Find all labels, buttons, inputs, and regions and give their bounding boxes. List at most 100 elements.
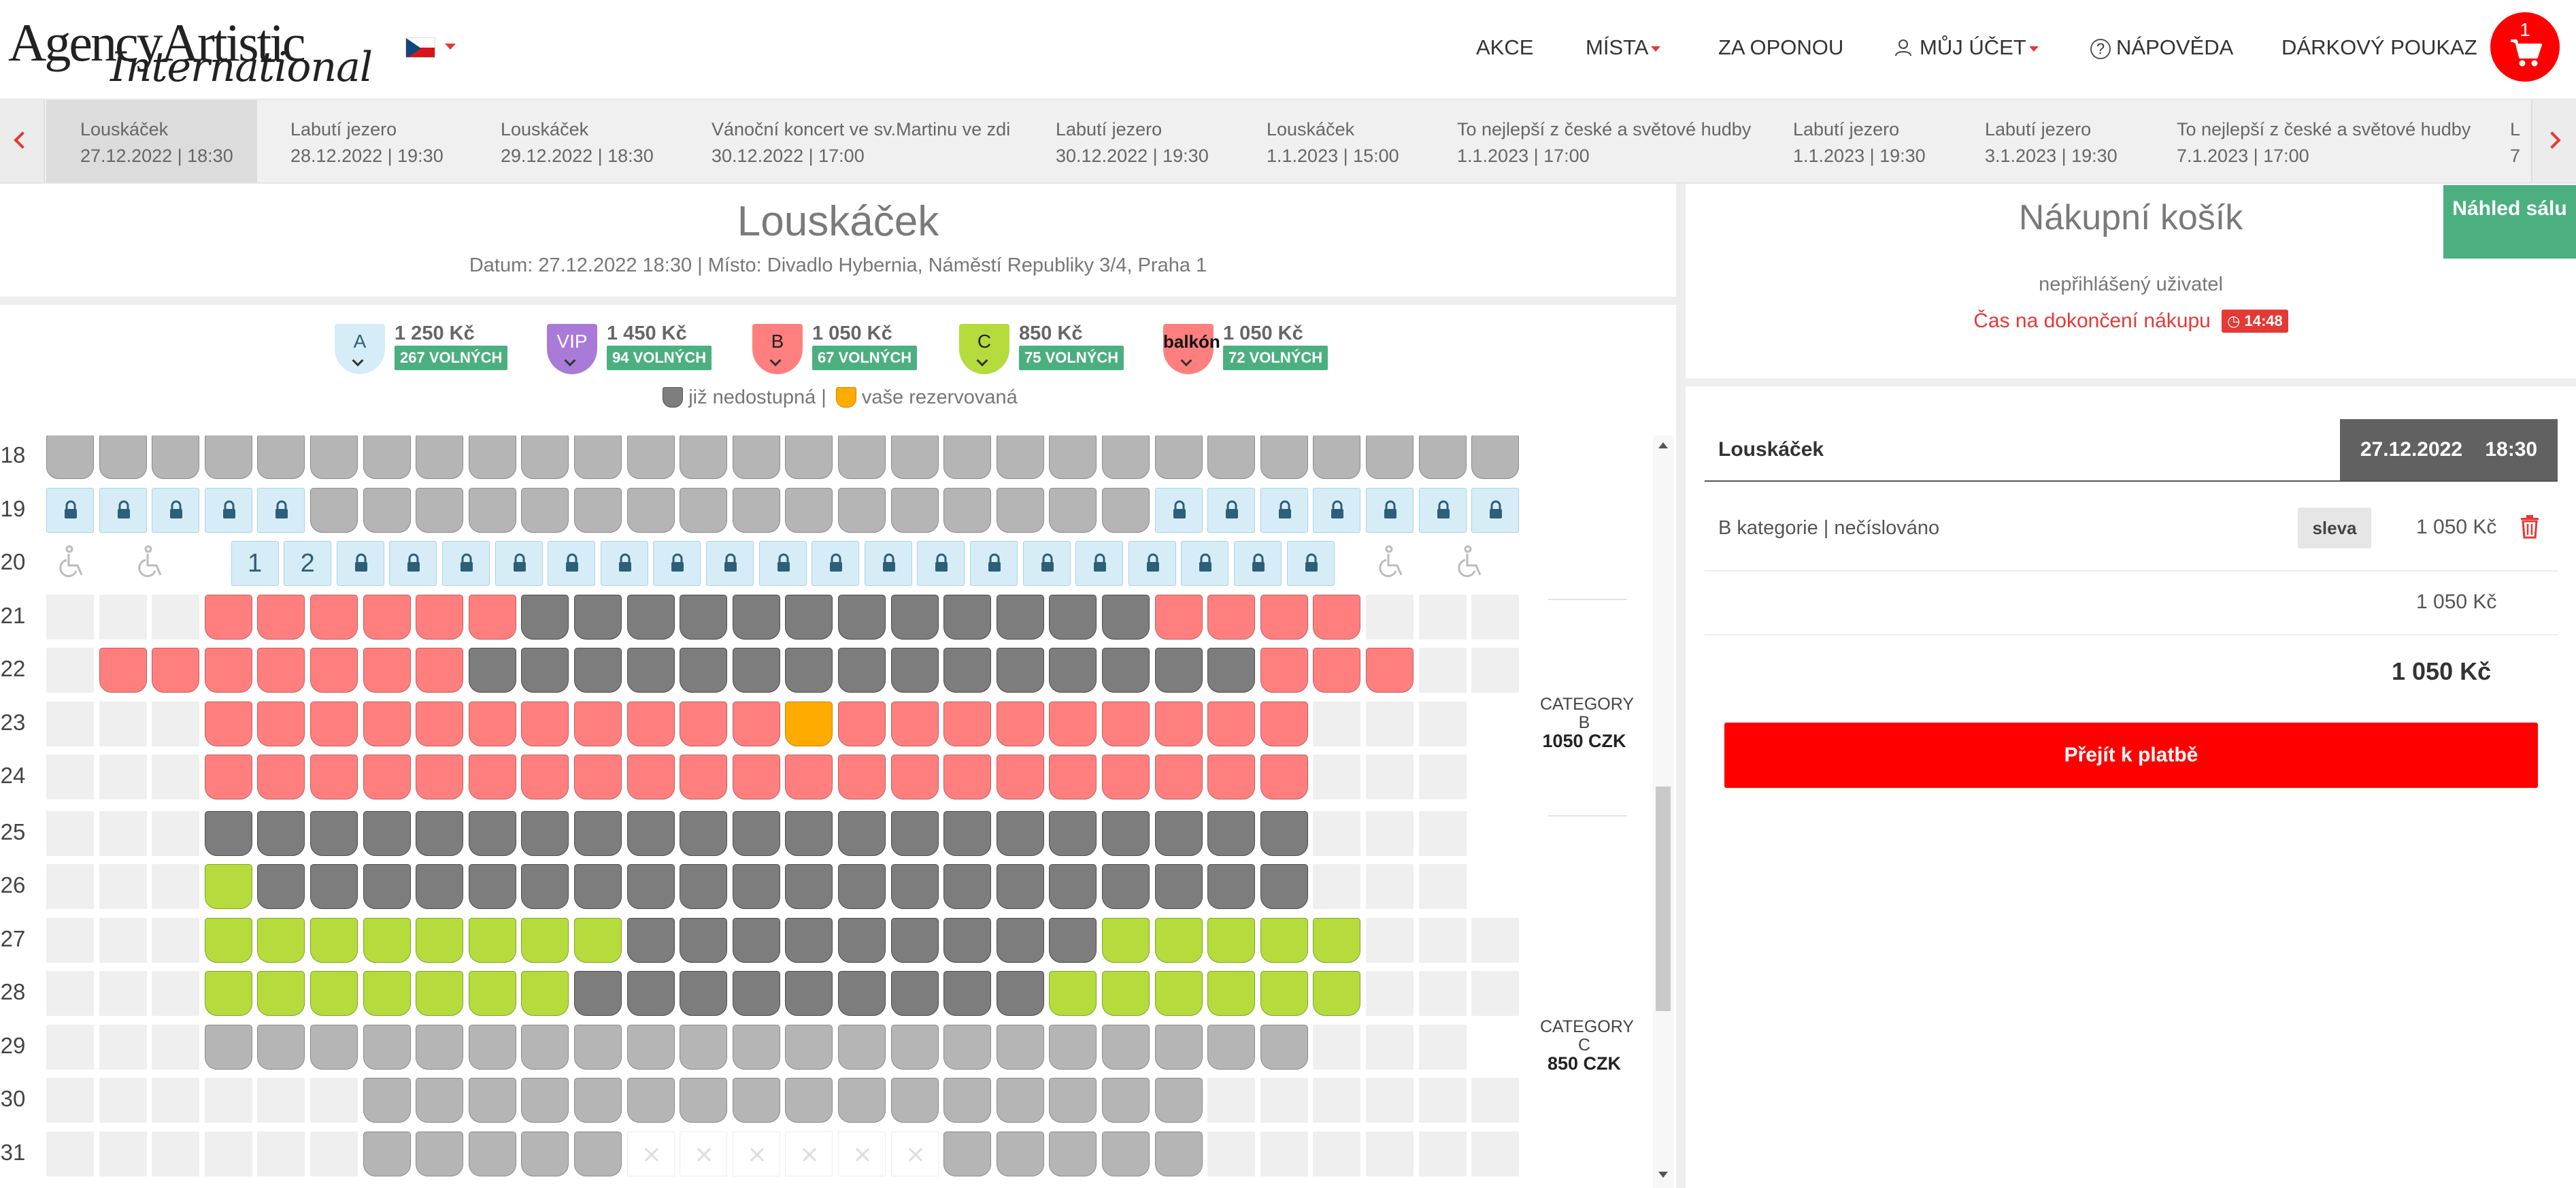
- seat-category-b[interactable]: [574, 701, 622, 746]
- language-caret-icon[interactable]: [445, 44, 456, 50]
- seat-category-c[interactable]: [310, 971, 358, 1016]
- seat-category-b[interactable]: [310, 701, 358, 746]
- seat-category-c[interactable]: [1154, 917, 1203, 963]
- seat-category-b[interactable]: [468, 701, 516, 746]
- nav-darkovy-poukaz[interactable]: DÁRKOVÝ POUKAZ: [2281, 35, 2477, 60]
- seat-category-b[interactable]: [1207, 755, 1256, 799]
- trash-icon[interactable]: [2520, 514, 2540, 539]
- seat-category-c[interactable]: [1154, 971, 1203, 1016]
- seat-category-b[interactable]: [626, 755, 675, 799]
- seat-category-b[interactable]: [1154, 755, 1203, 799]
- seat-numbered[interactable]: 1: [231, 541, 279, 586]
- seat-reserved[interactable]: [785, 701, 833, 746]
- event-item[interactable]: Louskáček 29.12.2022 | 18:30: [501, 100, 654, 182]
- seat-category-c[interactable]: [416, 917, 464, 963]
- seat-category-b[interactable]: [310, 594, 358, 640]
- seat-category-b[interactable]: [99, 648, 147, 693]
- seat-category-b[interactable]: [1049, 755, 1097, 799]
- seat-category-b[interactable]: [732, 701, 780, 746]
- seat-category-b[interactable]: [257, 648, 305, 693]
- event-item[interactable]: Vánoční koncert ve sv.Martinu ve zdi 30.1…: [712, 100, 1010, 182]
- event-item[interactable]: To nejlepší z české a světové hudby 1.1.2…: [1457, 100, 1751, 182]
- seat-category-b[interactable]: [416, 594, 464, 640]
- discount-button[interactable]: sleva: [2298, 508, 2371, 548]
- seat-category-c[interactable]: [416, 971, 464, 1016]
- seat-numbered[interactable]: 2: [284, 541, 332, 586]
- event-item[interactable]: Labutí jezero 30.12.2022 | 19:30: [1056, 100, 1209, 182]
- seat-category-b[interactable]: [468, 755, 516, 799]
- scroll-down-icon[interactable]: [1658, 1172, 1668, 1178]
- cart-button[interactable]: 1: [2490, 12, 2560, 82]
- seat-category-b[interactable]: [416, 701, 464, 746]
- seat-category-c[interactable]: [204, 864, 252, 909]
- seat-category-b[interactable]: [732, 755, 780, 799]
- event-item[interactable]: To nejlepší z české a světové hudby 7.1.2…: [2177, 100, 2471, 182]
- seat-category-b[interactable]: [363, 648, 411, 693]
- seat-category-c[interactable]: [1102, 971, 1150, 1016]
- seat-category-b[interactable]: [204, 701, 252, 746]
- seat-category-b[interactable]: [1154, 594, 1203, 640]
- seat-category-b[interactable]: [310, 755, 358, 799]
- seat-category-b[interactable]: [1313, 648, 1361, 693]
- strip-next-button[interactable]: [2531, 100, 2576, 182]
- seat-category-b[interactable]: [521, 755, 569, 799]
- proceed-to-payment-button[interactable]: Přejít k platbě: [1724, 723, 2538, 788]
- logo[interactable]: AgencyArtistic International: [8, 12, 373, 91]
- seat-category-c[interactable]: [1313, 917, 1361, 963]
- seat-category-b[interactable]: [363, 594, 411, 640]
- seat-category-b[interactable]: [680, 701, 728, 746]
- seat-category-c[interactable]: [1207, 917, 1256, 963]
- event-item[interactable]: Labutí jezero 1.1.2023 | 19:30: [1793, 100, 1926, 182]
- seat-category-b[interactable]: [996, 755, 1044, 799]
- seat-category-b[interactable]: [1154, 701, 1203, 746]
- seat-category-c[interactable]: [310, 917, 358, 963]
- seat-category-b[interactable]: [1207, 594, 1256, 640]
- seatmap-scrollbar[interactable]: [1653, 435, 1673, 1188]
- seat-category-b[interactable]: [1102, 755, 1150, 799]
- seat-category-c[interactable]: [521, 971, 569, 1016]
- czech-flag-icon[interactable]: [405, 37, 435, 58]
- nav-akce[interactable]: AKCE: [1476, 35, 1533, 60]
- seat-category-c[interactable]: [1260, 971, 1308, 1016]
- seat-category-b[interactable]: [1260, 701, 1308, 746]
- nav-mista[interactable]: MÍSTA: [1586, 35, 1661, 60]
- seat-category-c[interactable]: [1102, 917, 1150, 963]
- seat-category-b[interactable]: [943, 755, 992, 799]
- seat-category-c[interactable]: [521, 917, 569, 963]
- seat-category-b[interactable]: [521, 701, 569, 746]
- seat-category-c[interactable]: [363, 917, 411, 963]
- seat-category-c[interactable]: [204, 971, 252, 1016]
- seat-category-b[interactable]: [204, 755, 252, 799]
- event-item[interactable]: Louskáček 27.12.2022 | 18:30: [46, 100, 257, 182]
- scrollbar-thumb[interactable]: [1656, 787, 1671, 1011]
- seat-category-b[interactable]: [1260, 648, 1308, 693]
- seat-category-b[interactable]: [416, 755, 464, 799]
- seat-category-b[interactable]: [363, 701, 411, 746]
- event-item[interactable]: Labutí jezero 3.1.2023 | 19:30: [1985, 100, 2118, 182]
- seat-category-c[interactable]: [1260, 917, 1308, 963]
- nav-napoveda[interactable]: ? NÁPOVĚDA: [2090, 35, 2233, 60]
- seat-category-b[interactable]: [363, 755, 411, 799]
- seat-category-b[interactable]: [838, 701, 886, 746]
- seat-category-b[interactable]: [890, 701, 939, 746]
- seat-category-c[interactable]: [363, 971, 411, 1016]
- seat-category-b[interactable]: [574, 755, 622, 799]
- seat-category-b[interactable]: [1366, 648, 1414, 693]
- hall-preview-button[interactable]: Náhled sálu: [2443, 185, 2576, 259]
- seat-category-b[interactable]: [1207, 701, 1256, 746]
- seat-category-c[interactable]: [1207, 971, 1256, 1016]
- seat-category-b[interactable]: [996, 701, 1044, 746]
- seat-category-c[interactable]: [574, 917, 622, 963]
- seat-category-b[interactable]: [1260, 594, 1308, 640]
- strip-prev-button[interactable]: [0, 100, 45, 182]
- seat-category-b[interactable]: [204, 648, 252, 693]
- seat-category-c[interactable]: [1049, 971, 1097, 1016]
- seat-category-b[interactable]: [468, 594, 516, 640]
- seat-category-b[interactable]: [204, 594, 252, 640]
- seat-category-c[interactable]: [204, 917, 252, 963]
- seat-category-b[interactable]: [626, 701, 675, 746]
- seat-category-b[interactable]: [943, 701, 992, 746]
- seat-category-b[interactable]: [310, 648, 358, 693]
- nav-muj-ucet[interactable]: MŮJ ÚČET: [1894, 35, 2039, 60]
